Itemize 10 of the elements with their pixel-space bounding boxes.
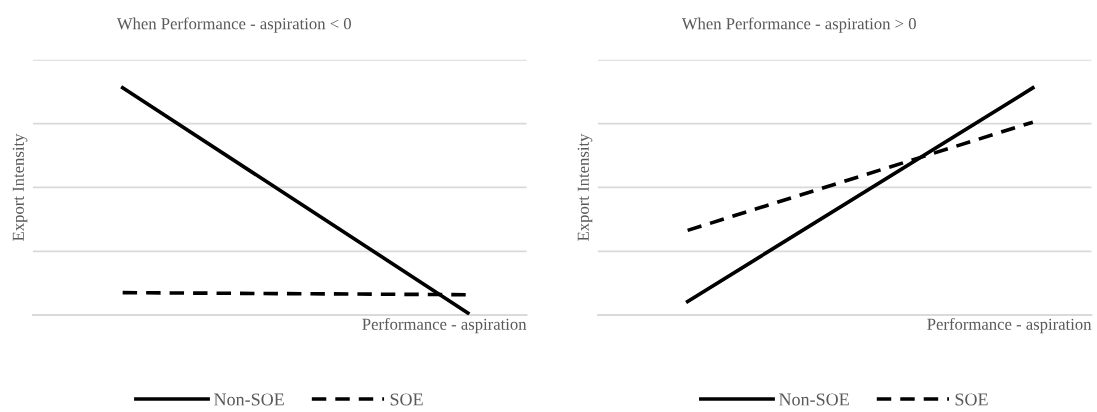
y-axis-title: Export Intensity — [12, 133, 28, 241]
legend-label: Non-SOE — [214, 393, 284, 406]
legend-label: SOE — [390, 393, 423, 406]
chart-title: When Performance - aspiration > 0 — [681, 17, 916, 33]
legend-label: SOE — [955, 393, 988, 406]
x-axis-title: Performance - aspiration — [362, 317, 527, 334]
x-axis-title: Performance - aspiration — [927, 317, 1092, 334]
y-axis-title: Export Intensity — [577, 133, 593, 241]
legend-label: Non-SOE — [779, 393, 849, 406]
chart-title: When Performance - aspiration < 0 — [116, 17, 351, 33]
